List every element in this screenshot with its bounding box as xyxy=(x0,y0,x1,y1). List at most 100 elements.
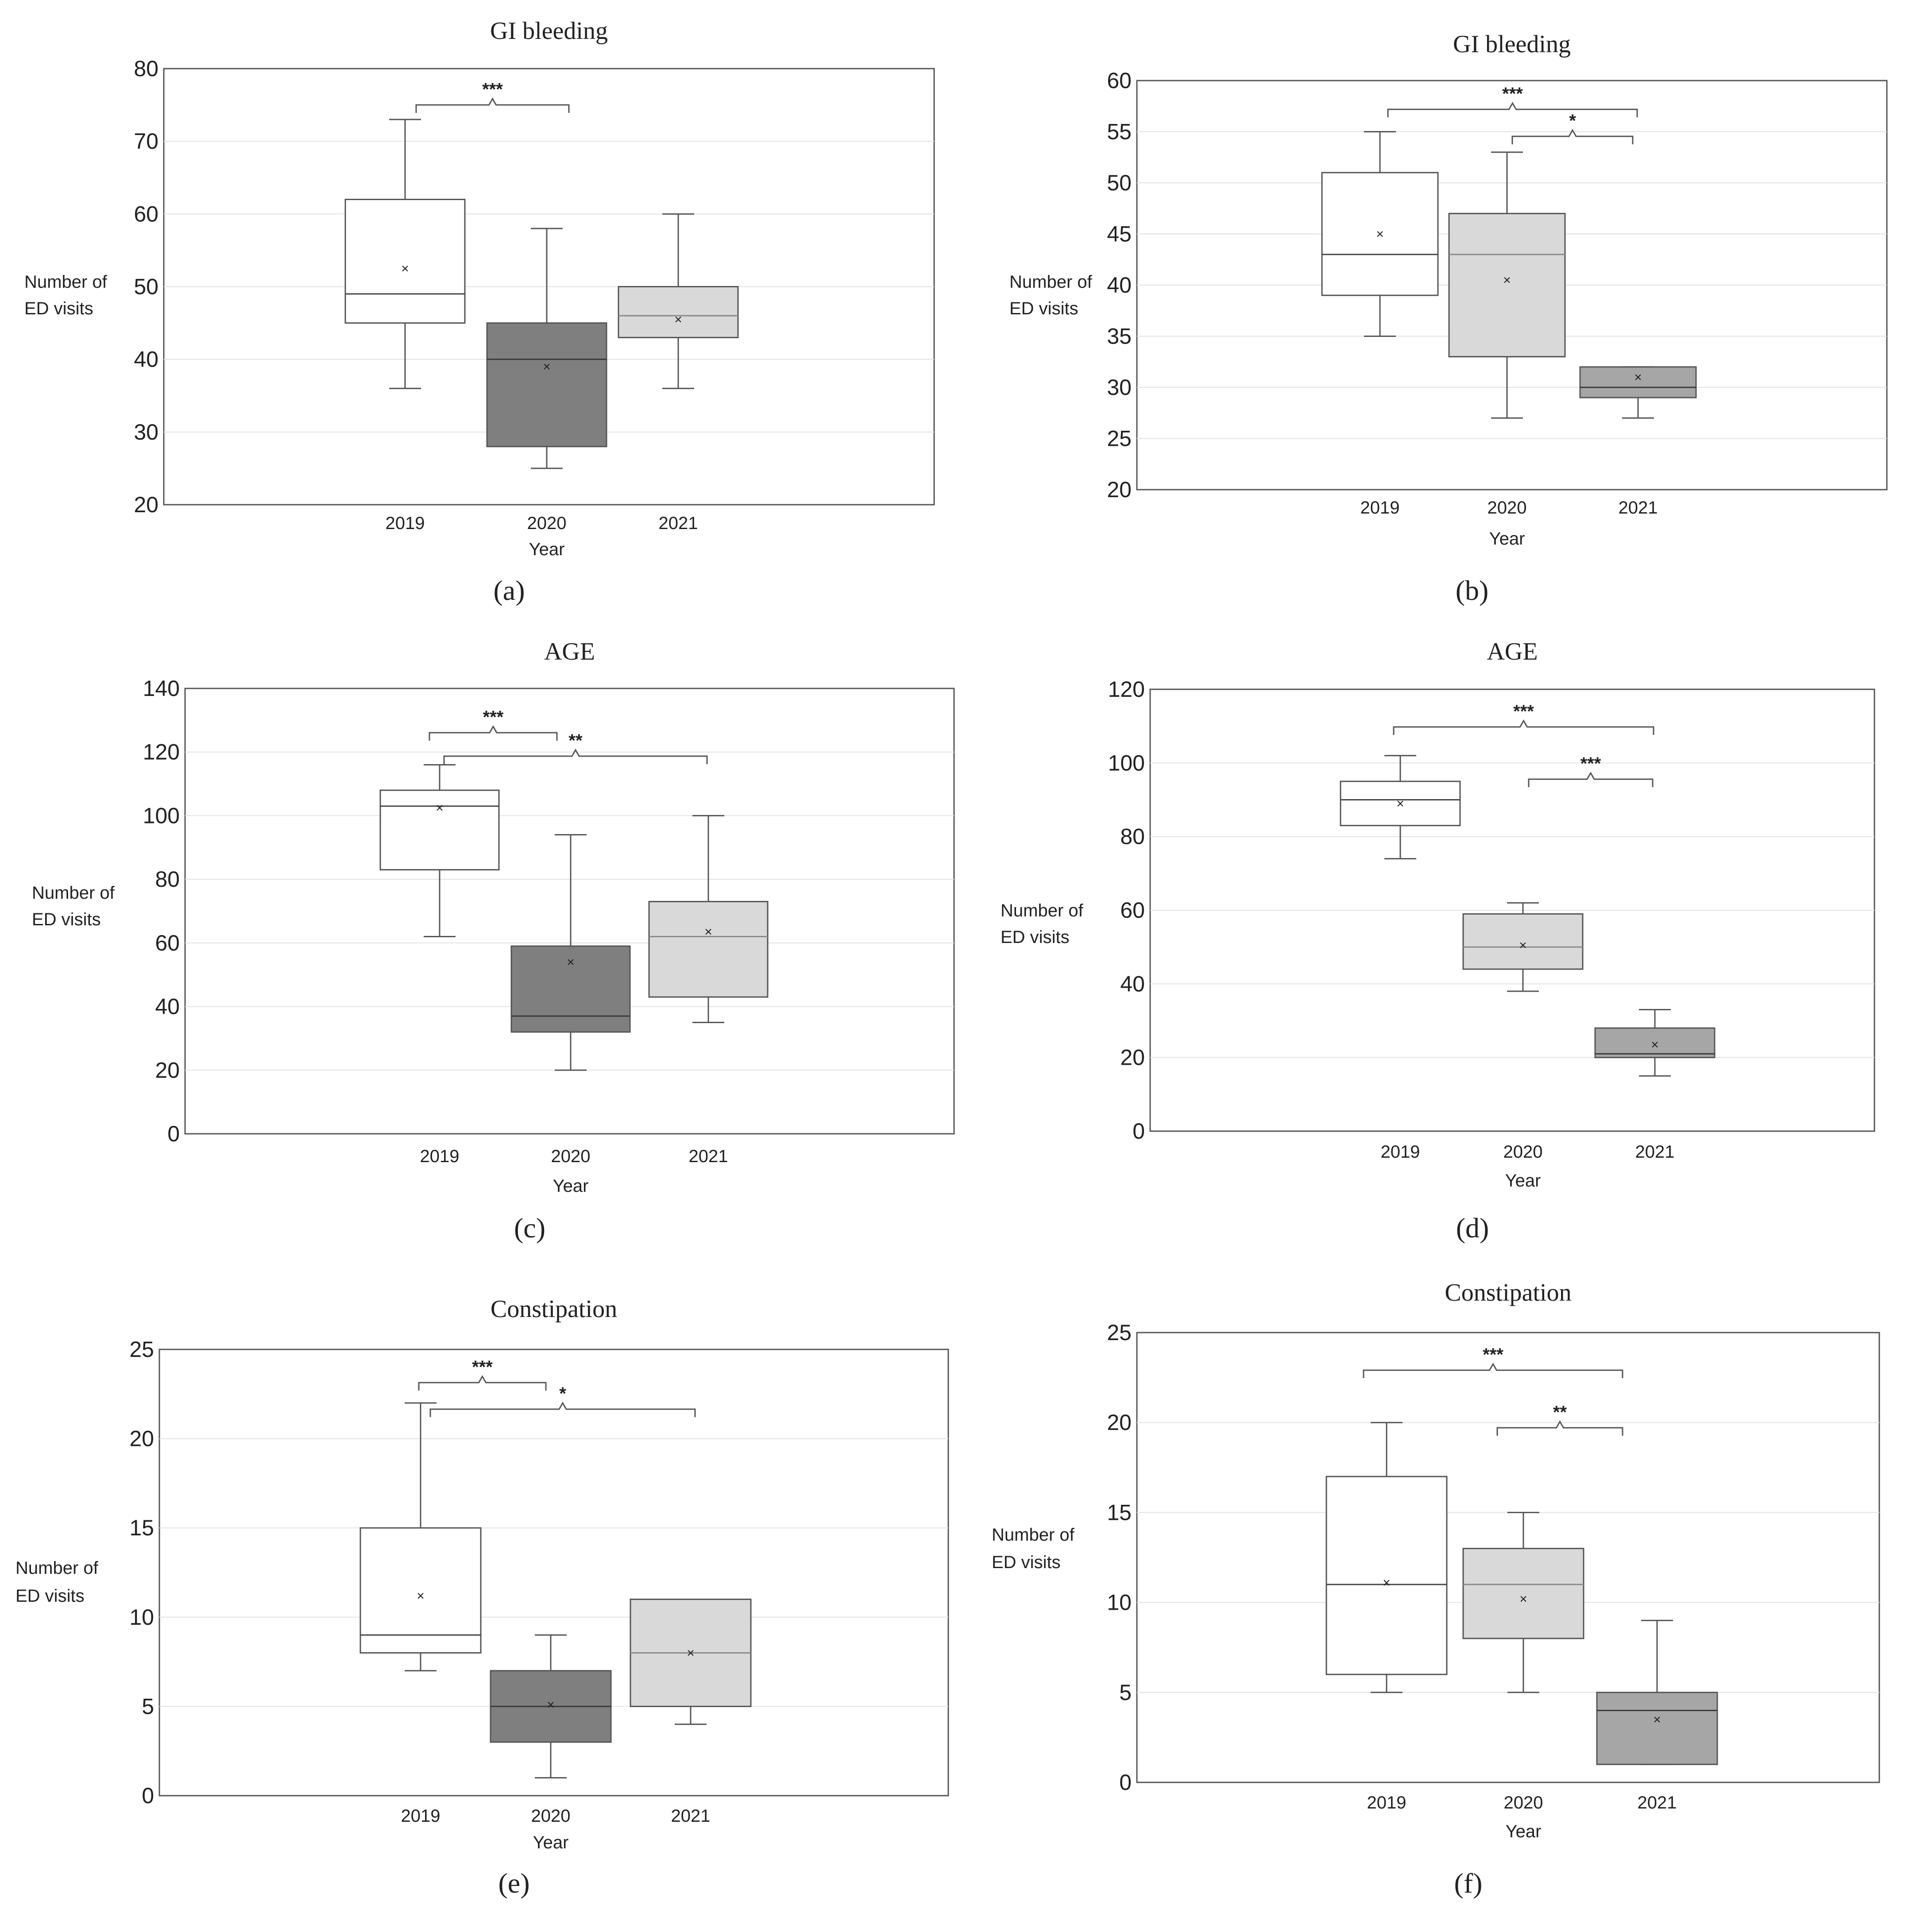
box-2020: × xyxy=(490,1634,612,1779)
box-iqr xyxy=(1462,1548,1584,1639)
box-iqr xyxy=(1340,781,1461,827)
box-iqr xyxy=(379,789,500,871)
mean-marker: × xyxy=(1519,938,1527,953)
y-tick-label: 0 xyxy=(1132,1119,1145,1144)
x-tick-label: 2019 xyxy=(420,1147,460,1166)
panel-caption: (e) xyxy=(498,1867,529,1899)
panel-caption: (b) xyxy=(1456,575,1489,606)
box-2021: × xyxy=(630,1598,752,1725)
significance-label: *** xyxy=(483,707,504,727)
mean-marker: × xyxy=(567,955,575,970)
significance-bracket xyxy=(1511,128,1634,144)
box-2020: × xyxy=(486,228,607,469)
box-2019: × xyxy=(344,119,466,389)
mean-marker: × xyxy=(1634,370,1642,385)
significance-label: ** xyxy=(568,731,583,750)
box-iqr xyxy=(1579,366,1697,398)
y-tick-label: 40 xyxy=(1120,971,1145,996)
y-tick-label: 20 xyxy=(1120,1045,1145,1070)
y-tick-label: 5 xyxy=(142,1694,154,1719)
x-tick-label: 2021 xyxy=(659,514,698,533)
box-2019: × xyxy=(379,764,500,937)
chart-title: Constipation xyxy=(491,1295,617,1323)
y-tick-label: 20 xyxy=(134,492,158,517)
panel-caption: (f) xyxy=(1454,1867,1483,1899)
box-iqr xyxy=(1448,213,1566,358)
y-axis-label: ED visits xyxy=(24,299,93,318)
y-tick-label: 80 xyxy=(155,867,180,892)
significance-bracket xyxy=(429,725,558,741)
y-tick-label: 40 xyxy=(134,347,158,372)
y-tick-label: 25 xyxy=(1107,426,1132,451)
x-tick-label: 2019 xyxy=(1367,1793,1406,1812)
significance-label: *** xyxy=(1483,1345,1503,1364)
box-iqr xyxy=(1594,1027,1716,1059)
mean-marker: × xyxy=(1383,1576,1391,1590)
box-2021: × xyxy=(648,815,769,1023)
x-tick-label: 2021 xyxy=(689,1147,728,1166)
y-tick-label: 35 xyxy=(1107,324,1132,349)
y-tick-label: 100 xyxy=(1108,750,1145,775)
y-axis-label: ED visits xyxy=(32,910,101,929)
box-2019: × xyxy=(359,1402,482,1672)
box-2020: × xyxy=(1448,151,1566,419)
significance-bracket xyxy=(418,1375,547,1391)
y-tick-label: 0 xyxy=(167,1121,180,1146)
x-axis-label: Year xyxy=(1506,1822,1542,1841)
x-tick-label: 2021 xyxy=(671,1806,711,1826)
box-iqr xyxy=(359,1527,482,1654)
mean-marker: × xyxy=(1503,273,1511,287)
y-tick-label: 40 xyxy=(1107,273,1132,298)
mean-marker: × xyxy=(687,1646,695,1660)
box-2020: × xyxy=(1462,902,1584,992)
box-iqr xyxy=(486,322,607,448)
y-tick-label: 0 xyxy=(1119,1770,1132,1795)
mean-marker: × xyxy=(401,261,409,276)
box-2019: × xyxy=(1325,1422,1448,1693)
box-iqr xyxy=(648,900,769,998)
mean-marker: × xyxy=(1519,1592,1527,1606)
panel-d: 0 20 40 60 80 100 120 AGE Number of ED visits 2019… xyxy=(1001,638,1875,1244)
box-2019: × xyxy=(1321,131,1439,337)
y-tick-label: 10 xyxy=(1107,1590,1132,1615)
y-tick-label: 20 xyxy=(155,1058,180,1082)
x-tick-label: 2021 xyxy=(1619,498,1658,518)
significance-label: *** xyxy=(1502,84,1523,104)
significance-label: *** xyxy=(472,1357,493,1377)
panel-caption: (a) xyxy=(493,575,525,606)
y-axis-label: ED visits xyxy=(992,1553,1061,1572)
y-axis-label: ED visits xyxy=(1001,927,1070,947)
mean-marker: × xyxy=(547,1697,555,1712)
significance-label: *** xyxy=(482,80,503,99)
box-iqr xyxy=(1325,1476,1448,1675)
y-axis-label: ED visits xyxy=(15,1586,85,1606)
chart-title: GI bleeding xyxy=(490,17,608,45)
box-iqr xyxy=(618,286,739,338)
y-tick-label: 15 xyxy=(129,1515,154,1540)
y-axis-label: Number of xyxy=(24,272,108,292)
mean-marker: × xyxy=(1376,227,1384,242)
chart-title: AGE xyxy=(544,638,595,665)
significance-bracket xyxy=(443,748,708,764)
x-axis-label: Year xyxy=(553,1176,589,1196)
mean-marker: × xyxy=(1653,1712,1661,1727)
y-tick-label: 45 xyxy=(1107,222,1132,247)
y-tick-label: 120 xyxy=(143,740,180,765)
y-tick-label: 30 xyxy=(134,420,158,444)
significance-label: ** xyxy=(1553,1403,1567,1422)
x-tick-label: 2020 xyxy=(1504,1793,1543,1812)
significance-label: * xyxy=(1569,111,1576,131)
y-tick-label: 60 xyxy=(155,931,180,955)
y-tick-label: 80 xyxy=(134,56,158,81)
significance-bracket xyxy=(415,97,570,113)
x-axis-label: Year xyxy=(1505,1171,1541,1190)
significance-bracket xyxy=(1393,719,1654,735)
y-tick-label: 0 xyxy=(142,1783,154,1808)
y-tick-label: 60 xyxy=(1120,898,1145,923)
x-tick-label: 2021 xyxy=(1635,1142,1675,1162)
box-2020: × xyxy=(1462,1511,1584,1693)
y-tick-label: 40 xyxy=(155,994,180,1019)
mean-marker: × xyxy=(704,925,712,939)
y-tick-label: 20 xyxy=(129,1426,154,1451)
